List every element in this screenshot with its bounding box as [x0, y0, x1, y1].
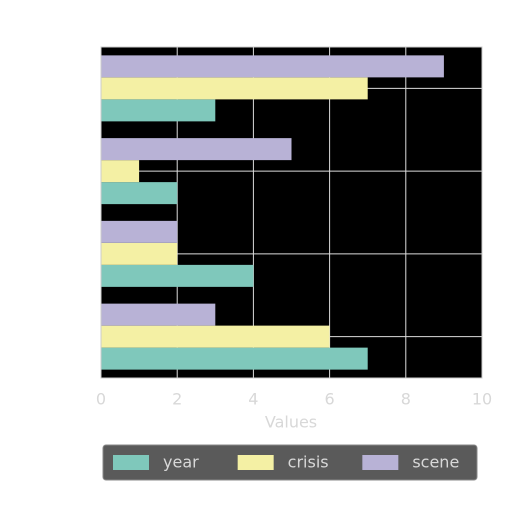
x-tick-label: 4: [248, 390, 258, 409]
bar: [101, 303, 216, 326]
bar: [101, 264, 254, 287]
legend-swatch: [113, 455, 149, 470]
x-tick-label: 10: [472, 390, 492, 409]
bar: [101, 55, 444, 78]
legend-label: crisis: [288, 453, 329, 472]
legend-label: year: [163, 453, 199, 472]
x-tick-label: 8: [401, 390, 411, 409]
bar: [101, 347, 368, 370]
bar: [101, 325, 330, 348]
x-tick-label: 0: [96, 390, 106, 409]
bar: [101, 77, 368, 100]
bar: [101, 160, 140, 183]
bar: [101, 242, 178, 265]
plot-frame: [100, 46, 483, 379]
bar: [101, 182, 178, 205]
legend-label: scene: [412, 453, 459, 472]
bar: [101, 138, 292, 161]
legend-swatch: [362, 455, 399, 470]
x-tick-label: 2: [172, 390, 182, 409]
x-axis-label: Values: [265, 413, 317, 432]
legend-swatch: [237, 455, 274, 470]
bar: [101, 220, 178, 243]
x-tick-label: 6: [325, 390, 335, 409]
legend-box: [102, 444, 478, 481]
bar: [101, 99, 216, 122]
